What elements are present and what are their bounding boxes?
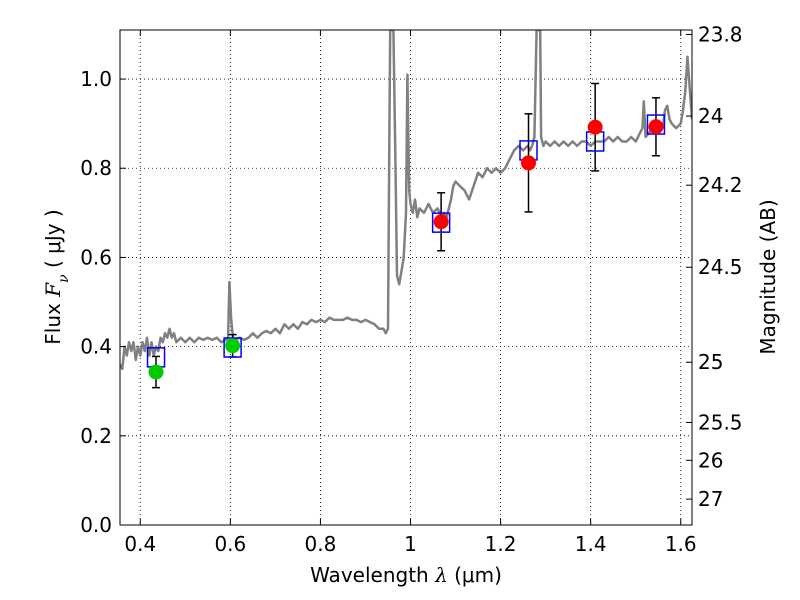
- y2-tick-label-2: 24.2: [698, 173, 743, 197]
- tick-labels: 0.4 0.6 0.8 1 1.2 1.4 1.6 0.0 0.2 0.4 0.6 0.8 1.0 23.…: [80, 22, 742, 556]
- observed-point-2: [433, 214, 449, 230]
- y2-axis-title: Magnitude (AB): [756, 199, 780, 354]
- observed-point-4: [587, 119, 603, 135]
- x-tick-label-5: 1.4: [575, 532, 607, 556]
- y2-tick-label-1: 24: [698, 104, 723, 128]
- y-tick-label-5: 1.0: [80, 67, 112, 91]
- model-box-2: [431, 212, 451, 233]
- y-tick-label-3: 0.6: [80, 245, 112, 269]
- y2-tick-label-3: 24.5: [698, 255, 743, 279]
- model-box-1: [223, 337, 242, 358]
- y2-tick-label-5: 25.5: [698, 410, 743, 434]
- y-axis-title: Flux Fν ( μJy ): [41, 209, 72, 344]
- observed-point-3: [521, 155, 537, 171]
- spectrum-line: [120, 30, 692, 371]
- observed-point-5: [648, 119, 664, 135]
- y2-tick-label-0: 23.8: [698, 22, 743, 46]
- y-tick-label-4: 0.8: [80, 156, 112, 180]
- y-tick-label-2: 0.4: [80, 335, 112, 359]
- axis-ticks: [120, 30, 692, 526]
- observed-point-1: [225, 338, 241, 354]
- x-tick-label-0: 0.4: [124, 532, 156, 556]
- x-tick-label-1: 0.6: [214, 532, 246, 556]
- x-tick-label-6: 1.6: [665, 532, 697, 556]
- y2-tick-label-6: 26: [698, 448, 723, 472]
- x-axis-title: Wavelength λ (μm): [310, 563, 502, 587]
- y-tick-label-1: 0.2: [80, 424, 112, 448]
- y2-tick-label-4: 25: [698, 350, 723, 374]
- y2-tick-label-7: 27: [698, 487, 723, 511]
- plot-area: [120, 30, 692, 389]
- x-tick-label-4: 1.2: [485, 532, 517, 556]
- x-tick-label-3: 1: [404, 532, 417, 556]
- plot-frame: [119, 29, 693, 526]
- x-tick-label-2: 0.8: [305, 532, 337, 556]
- y-tick-label-0: 0.0: [80, 513, 112, 537]
- observed-point-0: [148, 364, 164, 380]
